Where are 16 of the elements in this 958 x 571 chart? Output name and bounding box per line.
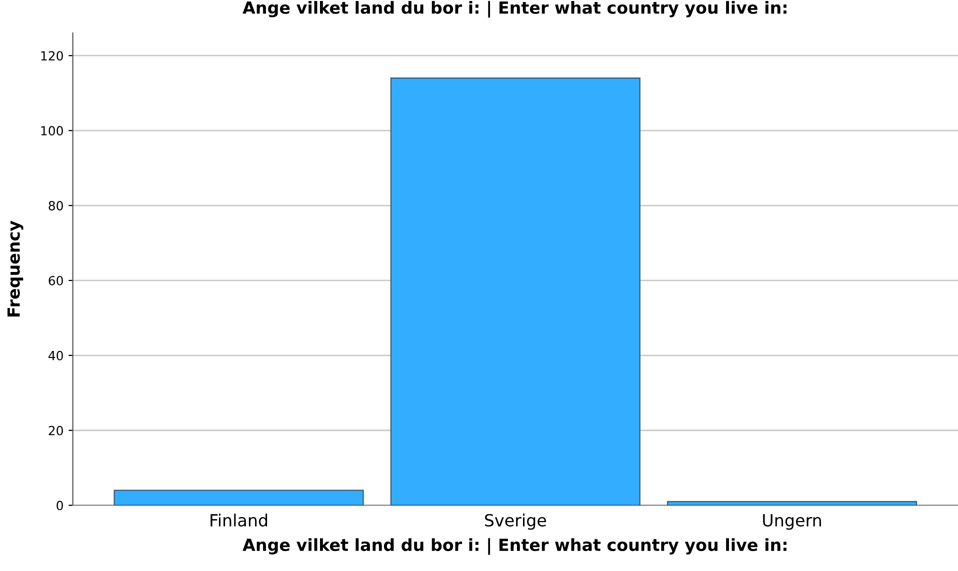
y-tick-label: 120 (41, 51, 63, 61)
y-axis-title: Frequency (8, 220, 24, 316)
y-tick-label: 60 (48, 276, 63, 286)
bar (390, 78, 640, 506)
y-tick-label: 100 (41, 126, 63, 136)
y-tick-label: 0 (56, 500, 63, 510)
y-tick-label: 40 (48, 350, 63, 360)
chart-title: Ange vilket land du bor i: | Enter what country you live in: (242, 0, 786, 18)
bar (666, 501, 918, 506)
x-tick-label: Ungern (763, 514, 821, 530)
x-axis-title: Ange vilket land du bor i: | Enter what country you live in: (242, 538, 786, 555)
x-tick-label: Sverige (484, 514, 546, 530)
y-tick-label: 20 (48, 426, 63, 436)
bar (114, 490, 364, 506)
x-tick-label: Finland (210, 514, 268, 527)
y-tick-label: 80 (48, 200, 63, 210)
